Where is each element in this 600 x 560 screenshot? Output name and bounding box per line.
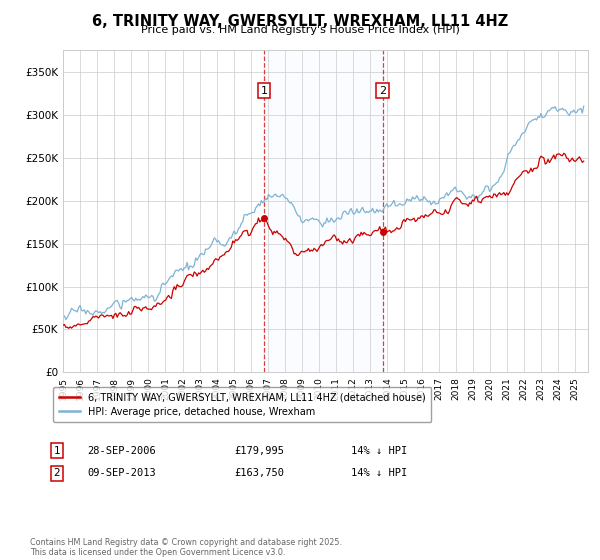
Text: Price paid vs. HM Land Registry's House Price Index (HPI): Price paid vs. HM Land Registry's House …	[140, 25, 460, 35]
Text: 2: 2	[53, 468, 61, 478]
Text: 6, TRINITY WAY, GWERSYLLT, WREXHAM, LL11 4HZ: 6, TRINITY WAY, GWERSYLLT, WREXHAM, LL11…	[92, 14, 508, 29]
Text: 1: 1	[53, 446, 61, 456]
Text: 14% ↓ HPI: 14% ↓ HPI	[351, 468, 407, 478]
Legend: 6, TRINITY WAY, GWERSYLLT, WREXHAM, LL11 4HZ (detached house), HPI: Average pric: 6, TRINITY WAY, GWERSYLLT, WREXHAM, LL11…	[53, 387, 431, 422]
Text: 1: 1	[260, 86, 268, 96]
Text: Contains HM Land Registry data © Crown copyright and database right 2025.
This d: Contains HM Land Registry data © Crown c…	[30, 538, 342, 557]
Text: £179,995: £179,995	[234, 446, 284, 456]
Text: 28-SEP-2006: 28-SEP-2006	[87, 446, 156, 456]
Text: 2: 2	[379, 86, 386, 96]
Bar	[264, 50, 383, 372]
Text: 14% ↓ HPI: 14% ↓ HPI	[351, 446, 407, 456]
Text: 09-SEP-2013: 09-SEP-2013	[87, 468, 156, 478]
Text: £163,750: £163,750	[234, 468, 284, 478]
